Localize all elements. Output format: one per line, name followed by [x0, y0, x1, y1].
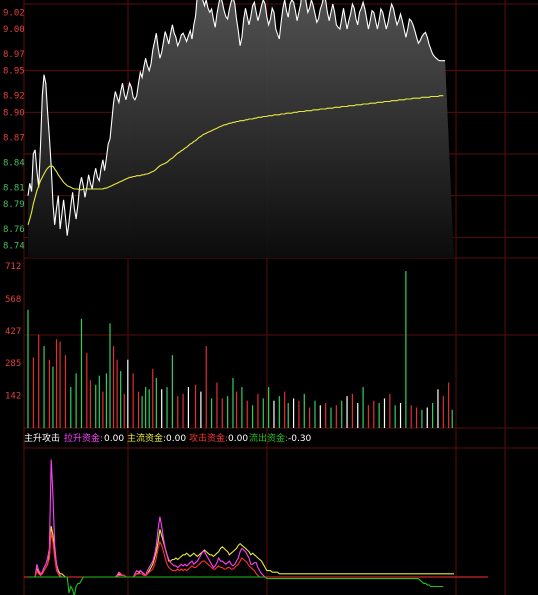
main-flow-fund-line: [28, 526, 454, 578]
indicator-panel: [24, 459, 488, 595]
volume-tick-label: 285: [5, 359, 21, 369]
average-price-line: [27, 95, 444, 225]
pull-up-fund-line: [28, 459, 485, 578]
price-tick-label: 8.76: [3, 225, 25, 235]
volume-tick-label: 142: [5, 392, 21, 402]
volume-panel: 712 568 427 285 142: [5, 262, 453, 428]
volume-axis: 712 568 427 285 142: [5, 262, 21, 402]
pull-up-fund-label: 拉升资金:: [64, 432, 103, 444]
attack-fund-line: [28, 532, 488, 578]
volume-bars: [27, 271, 453, 428]
pull-up-fund-value: 0.00: [104, 434, 124, 444]
volume-tick-label: 568: [5, 295, 21, 305]
price-panel: 9.02 9.00 8.97 8.95 8.92 8.90 8.87 8.84 8.81 8.79…: [3, 0, 454, 258]
price-area-fill: [28, 0, 454, 258]
volume-tick-label: 712: [5, 262, 21, 272]
attack-fund-value: 0.00: [228, 434, 248, 444]
price-axis: 9.02 9.00 8.97 8.95 8.92 8.90 8.87 8.84 8.81 8.79…: [3, 8, 25, 251]
price-tick-label: 8.97: [3, 50, 25, 60]
outflow-fund-label: 流出资金:: [249, 432, 288, 444]
volume-tick-label: 427: [5, 327, 21, 337]
price-tick-label: 8.81: [3, 183, 25, 193]
price-tick-label: 9.02: [3, 8, 25, 18]
price-line: [27, 0, 446, 236]
price-tick-label: 8.87: [3, 133, 25, 143]
main-flow-fund-value: 0.00: [166, 434, 186, 444]
attack-fund-label: 攻击资金:: [189, 432, 228, 444]
price-tick-label: 8.90: [3, 108, 25, 118]
indicator-header: 主升攻击 拉升资金: 0.00 主流资金: 0.00 攻击资金: 0.00 流出…: [24, 432, 312, 444]
price-tick-label: 8.84: [3, 158, 25, 168]
price-tick-label: 8.95: [3, 67, 25, 77]
indicator-title: 主升攻击: [24, 432, 60, 444]
outflow-fund-value: -0.30: [288, 434, 312, 444]
price-tick-label: 8.92: [3, 92, 25, 102]
price-tick-label: 8.79: [3, 200, 25, 210]
price-tick-label: 9.00: [3, 25, 25, 35]
main-flow-fund-label: 主流资金:: [127, 432, 166, 444]
price-tick-label: 8.74: [3, 242, 25, 252]
outflow-fund-line: [28, 576, 444, 595]
